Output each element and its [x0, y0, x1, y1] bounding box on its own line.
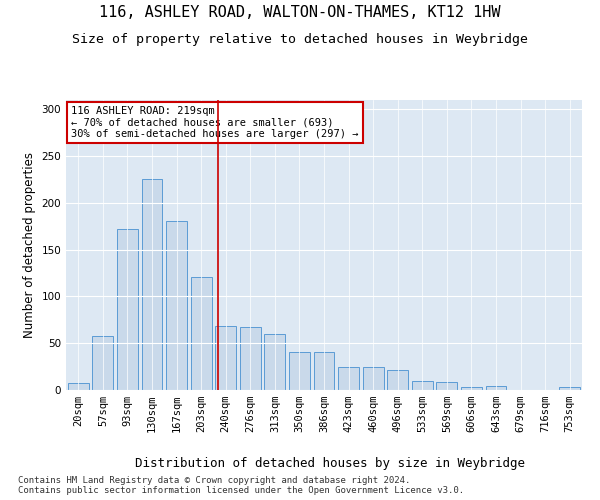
Bar	[92, 336, 113, 390]
Bar	[265, 334, 286, 390]
Bar	[559, 387, 580, 390]
Text: Distribution of detached houses by size in Weybridge: Distribution of detached houses by size …	[135, 458, 525, 470]
Bar	[461, 387, 482, 390]
Text: 116 ASHLEY ROAD: 219sqm
← 70% of detached houses are smaller (693)
30% of semi-d: 116 ASHLEY ROAD: 219sqm ← 70% of detache…	[71, 106, 359, 139]
Bar	[289, 352, 310, 390]
Bar	[436, 382, 457, 390]
Y-axis label: Number of detached properties: Number of detached properties	[23, 152, 36, 338]
Bar	[338, 366, 359, 390]
Text: Contains HM Land Registry data © Crown copyright and database right 2024.
Contai: Contains HM Land Registry data © Crown c…	[18, 476, 464, 495]
Bar	[412, 380, 433, 390]
Bar	[485, 386, 506, 390]
Bar	[387, 370, 408, 390]
Text: 116, ASHLEY ROAD, WALTON-ON-THAMES, KT12 1HW: 116, ASHLEY ROAD, WALTON-ON-THAMES, KT12…	[99, 5, 501, 20]
Bar	[68, 384, 89, 390]
Text: Size of property relative to detached houses in Weybridge: Size of property relative to detached ho…	[72, 32, 528, 46]
Bar	[362, 366, 383, 390]
Bar	[166, 220, 187, 390]
Bar	[215, 326, 236, 390]
Bar	[117, 229, 138, 390]
Bar	[314, 352, 334, 390]
Bar	[191, 277, 212, 390]
Bar	[142, 178, 163, 390]
Bar	[240, 328, 261, 390]
